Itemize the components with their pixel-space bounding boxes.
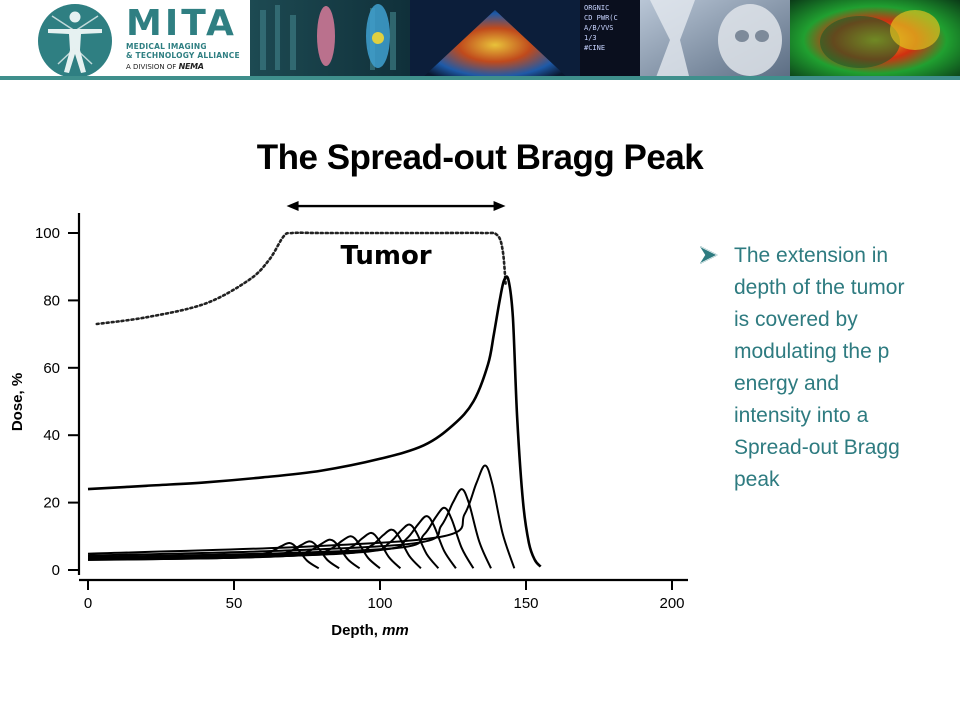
x-tick-label: 200 — [659, 595, 684, 612]
chart-curves — [87, 231, 542, 570]
brand-name: MITA — [126, 3, 237, 44]
arrow-bullet-icon — [700, 246, 718, 264]
modulated-peak-curve — [87, 506, 475, 569]
x-tick-label: 50 — [226, 595, 243, 612]
brand-block: MITA MEDICAL IMAGING & TECHNOLOGY ALLIAN… — [126, 6, 240, 72]
x-tick-label: 0 — [84, 595, 92, 612]
y-axis-label: Dose, % — [9, 373, 26, 431]
header-divider-bar — [0, 76, 960, 80]
y-tick-label: 0 — [52, 562, 60, 579]
svg-text:CD PWR(C: CD PWR(C — [584, 14, 618, 22]
chart-labels: 0 20 40 60 80 100 0 50 100 150 200 Depth, mm Dose, %… — [9, 201, 685, 639]
chart-axes — [68, 213, 688, 590]
tumor-arrow-right-icon — [493, 201, 506, 212]
bullet-text: The extension in depth of the tumor is c… — [734, 244, 905, 491]
nema-logo: NEMA — [178, 62, 204, 71]
pristine-bragg-curve — [87, 275, 542, 568]
y-tick-label: 80 — [43, 292, 60, 309]
y-tick-label: 60 — [43, 360, 60, 377]
svg-text:1/3: 1/3 — [584, 34, 597, 42]
modulated-peak-curve — [87, 488, 492, 569]
division-line: A DIVISION OF NEMA — [126, 62, 240, 72]
x-tick-label: 150 — [513, 595, 538, 612]
x-axis-label: Depth, mm — [331, 622, 409, 639]
sobp-dotted-curve — [95, 231, 507, 326]
brand-line-2: & TECHNOLOGY ALLIANCE — [126, 51, 240, 60]
tumor-label: Tumor — [340, 241, 431, 271]
mita-logo-icon — [38, 4, 112, 78]
y-tick-label: 20 — [43, 495, 60, 512]
svg-text:A/B/VVS: A/B/VVS — [584, 24, 614, 32]
modulated-peak-curve — [87, 515, 457, 569]
header-banner: MITA MEDICAL IMAGING & TECHNOLOGY ALLIAN… — [0, 0, 960, 80]
svg-text:#CINE: #CINE — [584, 44, 605, 52]
modulated-peak-curve — [87, 464, 516, 569]
slide-title: The Spread-out Bragg Peak — [256, 138, 704, 177]
tumor-arrow-left-icon — [286, 201, 299, 212]
division-prefix: A DIVISION OF — [126, 63, 177, 71]
y-tick-label: 100 — [35, 225, 60, 242]
y-tick-label: 40 — [43, 427, 60, 444]
sobp-chart: 0 20 40 60 80 100 0 50 100 150 200 Depth, mm Dose, %… — [9, 201, 688, 639]
svg-text:ORGNIC: ORGNIC — [584, 4, 609, 12]
modulated-peak-curve — [87, 523, 440, 569]
brand-line-1: MEDICAL IMAGING — [126, 42, 207, 51]
medical-imaging-collage: ORGNIC CD PWR(C A/B/VVS 1/3 #CINE — [250, 0, 960, 80]
x-tick-label: 100 — [367, 595, 392, 612]
